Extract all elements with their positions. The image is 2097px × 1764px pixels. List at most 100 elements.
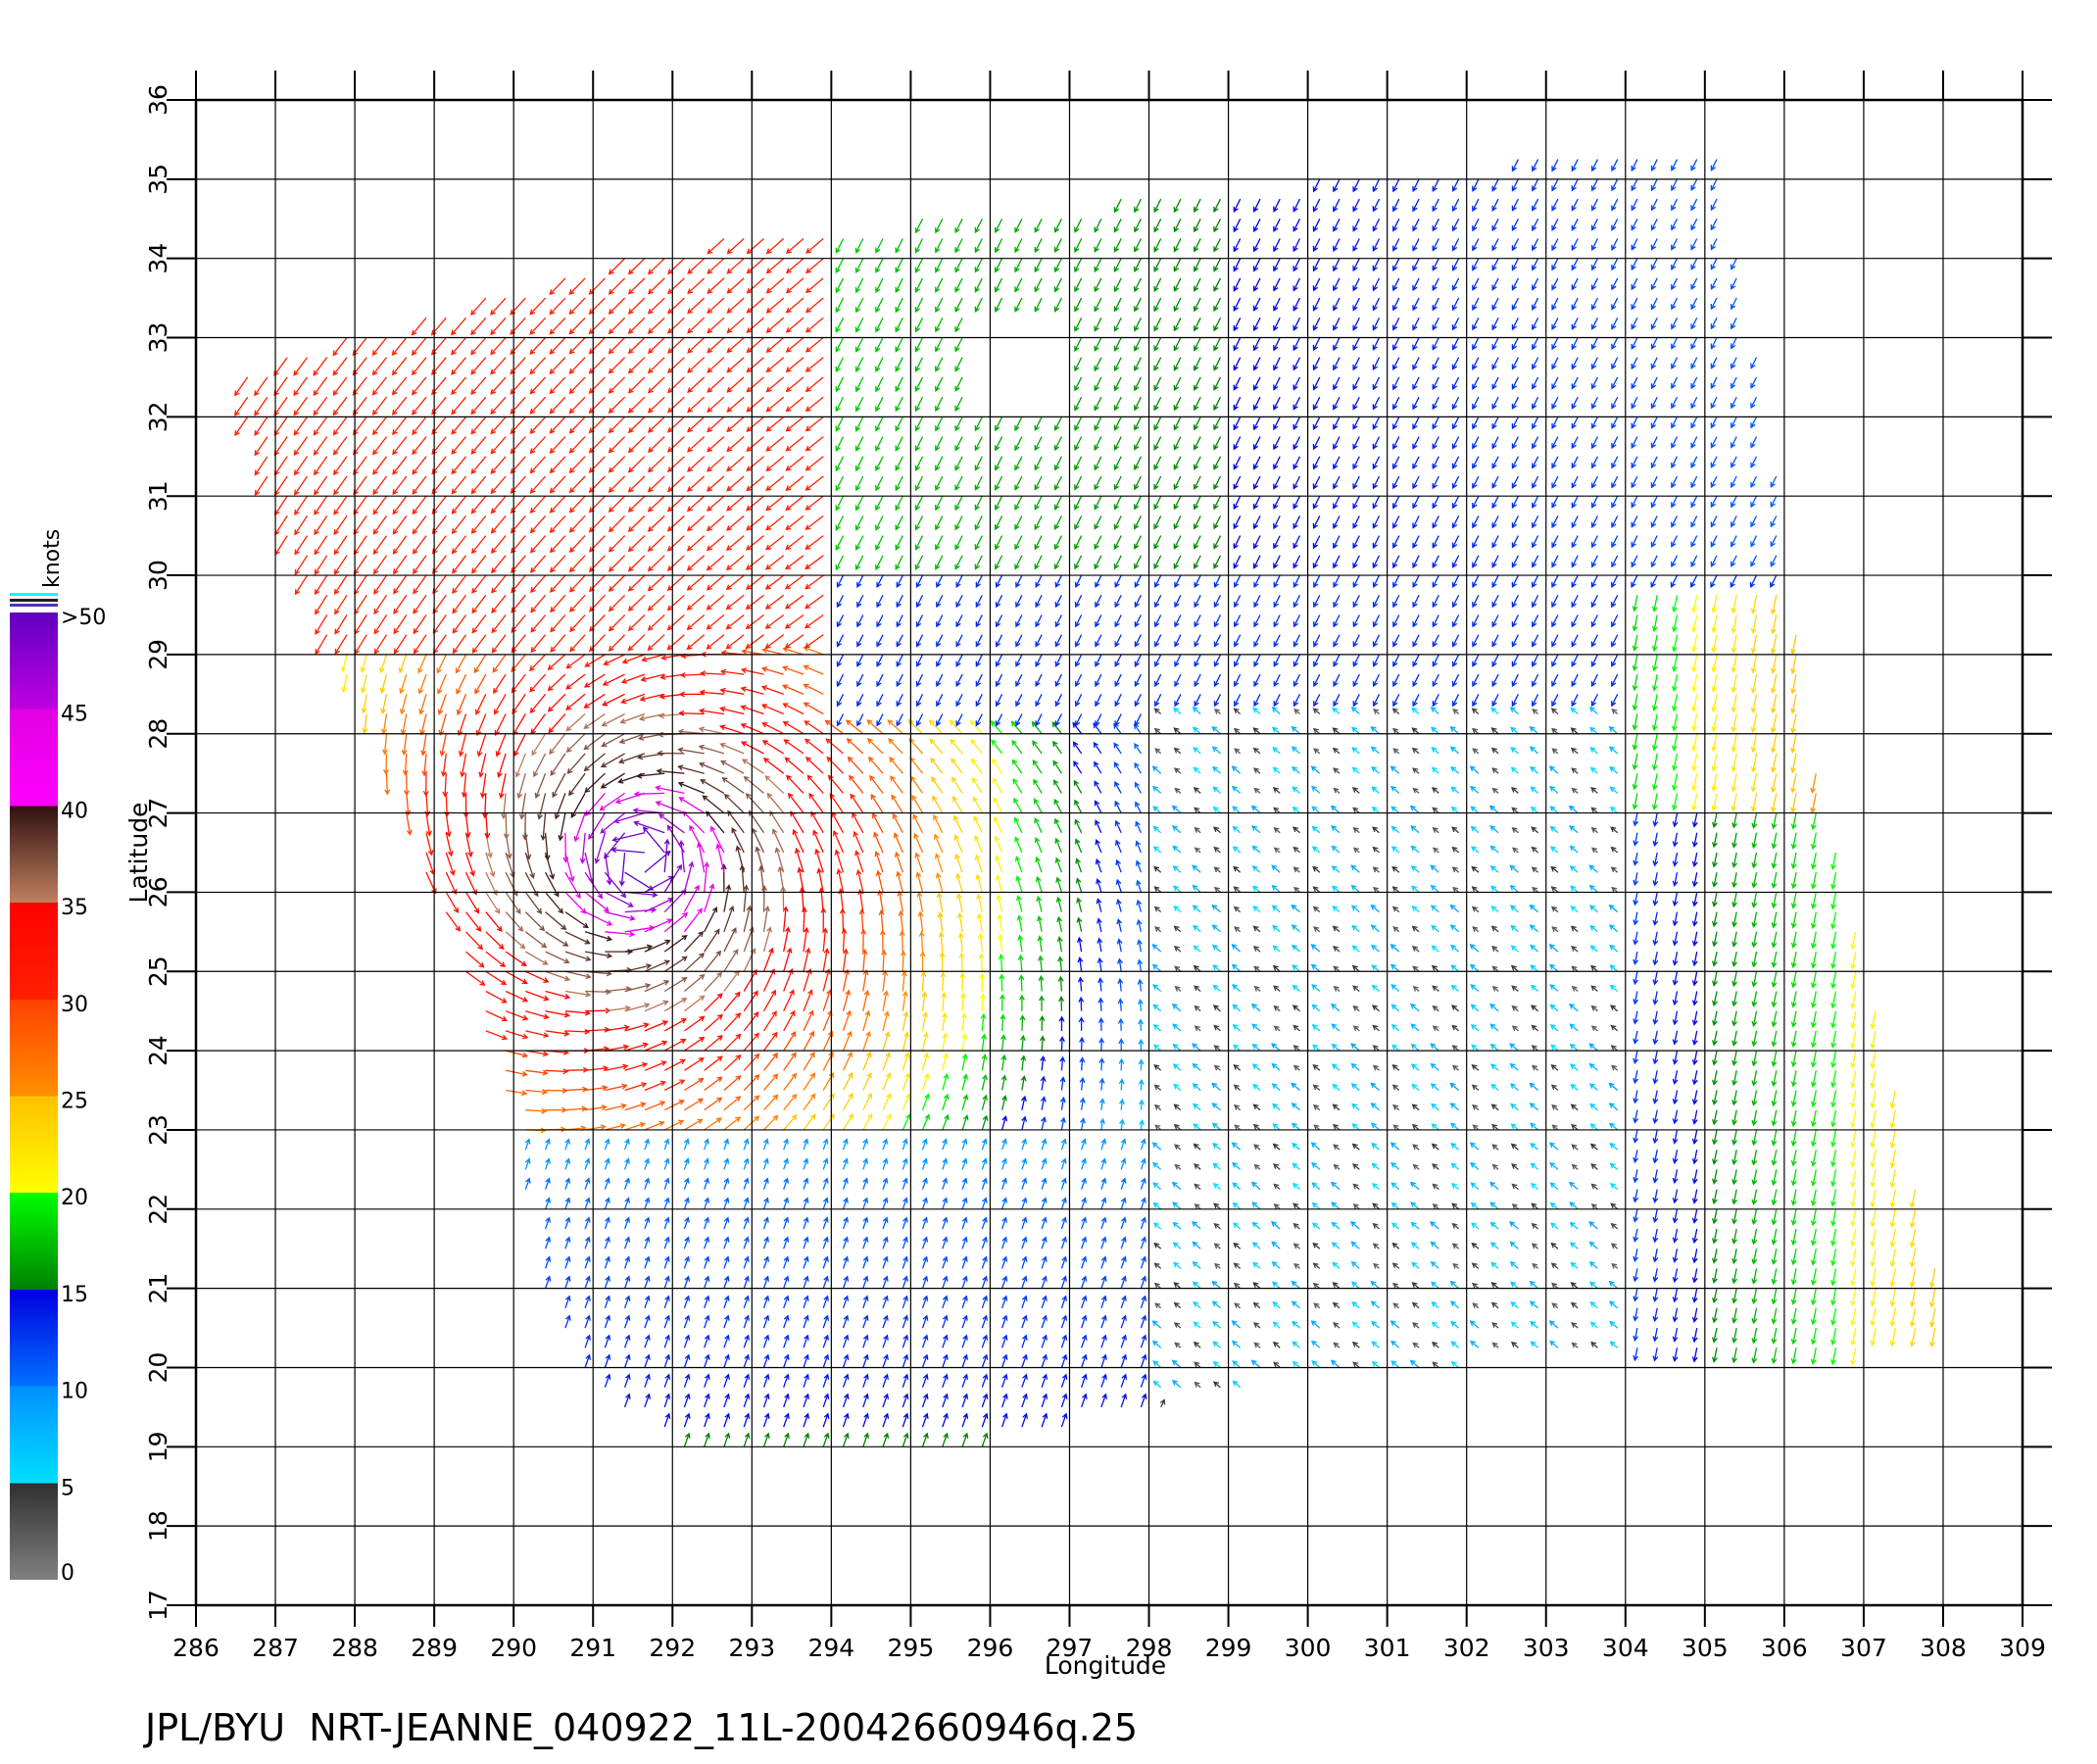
- wind-vector: [1530, 984, 1539, 992]
- wind-vector: [525, 1030, 550, 1039]
- wind-vector: [1333, 985, 1341, 992]
- wind-vector: [1670, 574, 1679, 588]
- wind-vector: [1691, 852, 1698, 868]
- wind-vector: [882, 1334, 889, 1348]
- wind-vector: [1928, 1268, 1936, 1289]
- wind-vector: [470, 396, 487, 416]
- wind-vector: [875, 357, 884, 373]
- wind-vector: [1731, 1208, 1737, 1225]
- wind-vector: [1291, 746, 1300, 755]
- wind-vector: [1020, 1075, 1027, 1091]
- wind-vector: [1450, 765, 1460, 774]
- wind-vector: [702, 795, 725, 814]
- wind-vector: [725, 594, 745, 611]
- wind-vector: [1391, 535, 1400, 549]
- wind-vector: [584, 1138, 591, 1151]
- wind-vector: [1119, 1118, 1126, 1130]
- wind-vector: [974, 297, 983, 314]
- wind-vector: [608, 495, 626, 514]
- wind-vector: [470, 456, 487, 475]
- wind-vector: [1570, 1083, 1579, 1091]
- wind-vector: [663, 838, 670, 873]
- wind-vector: [1053, 798, 1062, 813]
- wind-vector: [1350, 1083, 1360, 1091]
- wind-vector: [1233, 219, 1242, 233]
- wind-vector: [683, 1177, 690, 1190]
- wind-vector: [842, 1071, 853, 1091]
- wind-vector: [1113, 761, 1122, 774]
- wind-vector: [1652, 812, 1659, 827]
- wind-vector: [1152, 984, 1162, 992]
- wind-vector: [1252, 495, 1261, 510]
- wind-vector: [882, 1393, 890, 1408]
- wind-vector: [1711, 892, 1718, 907]
- wind-vector: [584, 951, 613, 959]
- wind-vector: [524, 951, 549, 965]
- wind-vector: [1730, 258, 1737, 270]
- wind-vector: [1412, 574, 1420, 588]
- wind-vector: [1451, 495, 1460, 510]
- wind-vector: [803, 1236, 809, 1250]
- wind-vector: [1771, 892, 1778, 909]
- wind-vector: [585, 1104, 608, 1111]
- wind-vector: [899, 929, 905, 953]
- wind-vector: [704, 1013, 723, 1032]
- wind-vector: [1491, 1342, 1499, 1348]
- wind-vector: [1770, 694, 1778, 714]
- wind-vector: [990, 719, 1003, 735]
- wind-vector: [1233, 1064, 1242, 1071]
- wind-vector: [994, 495, 1003, 512]
- wind-vector: [876, 574, 884, 588]
- wind-vector: [1310, 1142, 1321, 1151]
- wind-vector: [921, 1052, 930, 1071]
- wind-vector: [1491, 515, 1499, 529]
- wind-vector: [1273, 654, 1281, 667]
- wind-vector: [604, 1177, 610, 1190]
- wind-vector: [1213, 337, 1222, 352]
- wind-vector: [902, 1412, 909, 1428]
- wind-vector: [1352, 258, 1360, 272]
- wind-vector: [1060, 1412, 1068, 1428]
- wind-vector: [1771, 971, 1778, 989]
- wind-vector: [1650, 376, 1658, 390]
- wind-vector: [666, 574, 685, 591]
- wind-vector: [1233, 357, 1242, 371]
- wind-vector: [1252, 707, 1261, 714]
- wind-vector: [1451, 357, 1460, 370]
- wind-vector: [1114, 634, 1122, 648]
- wind-vector: [605, 1102, 627, 1111]
- wind-vector: [895, 357, 903, 372]
- wind-vector: [894, 851, 903, 873]
- wind-vector: [1372, 396, 1381, 411]
- wind-vector: [1000, 1054, 1007, 1071]
- wind-vector: [942, 1093, 950, 1110]
- wind-vector: [1053, 219, 1062, 233]
- y-tick-label: 23: [144, 1114, 172, 1146]
- wind-vector: [608, 594, 626, 612]
- wind-vector: [1790, 713, 1797, 734]
- wind-vector: [723, 1054, 742, 1071]
- wind-vector: [568, 376, 586, 395]
- wind-vector: [893, 832, 903, 854]
- wind-vector: [1671, 614, 1679, 633]
- wind-vector: [1253, 654, 1261, 667]
- wind-vector: [1372, 1222, 1380, 1230]
- wind-vector: [1194, 574, 1201, 588]
- wind-vector: [936, 713, 944, 727]
- wind-vector: [921, 1236, 929, 1250]
- wind-vector: [936, 654, 944, 667]
- wind-vector: [584, 1353, 592, 1368]
- wind-vector: [371, 357, 388, 376]
- wind-vector: [1332, 1261, 1341, 1269]
- wind-vector: [1053, 779, 1062, 794]
- wind-vector: [686, 475, 706, 492]
- wind-vector: [1291, 1300, 1300, 1309]
- wind-vector: [961, 1197, 968, 1210]
- wind-vector: [783, 1295, 790, 1309]
- wind-vector: [293, 436, 309, 457]
- wind-vector: [1292, 694, 1301, 708]
- wind-vector: [1690, 159, 1698, 172]
- wind-vector: [1080, 1295, 1088, 1309]
- wind-vector: [790, 810, 805, 834]
- wind-vector: [1590, 1163, 1598, 1170]
